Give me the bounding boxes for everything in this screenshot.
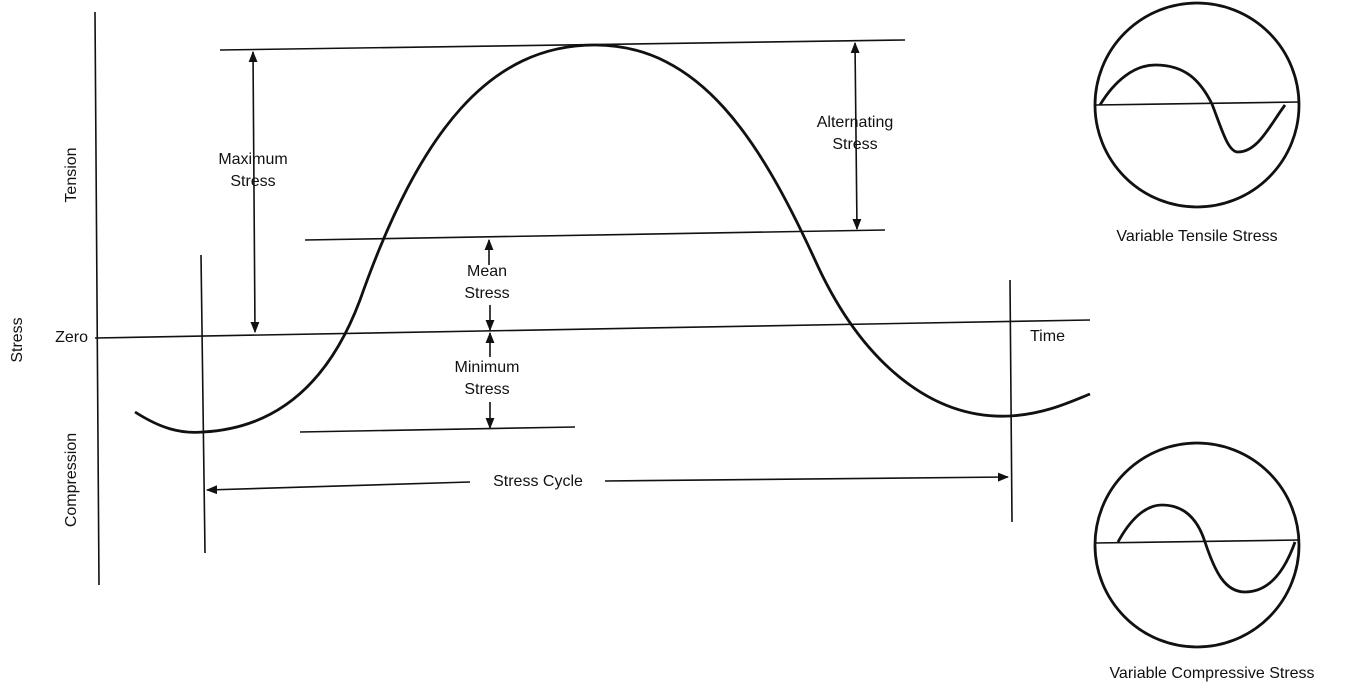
mean-label: Stress [464, 285, 509, 302]
cycle-arrow-left [205, 481, 471, 495]
compressive-axis [1094, 539, 1300, 544]
alternating-label: Stress [832, 136, 877, 153]
zero-label: Zero [55, 329, 88, 346]
maximum-arrow [248, 50, 260, 334]
stress-curve [134, 43, 1091, 434]
minimum-label: Minimum [455, 359, 520, 376]
cycle-end-line [1009, 279, 1013, 523]
minimum-line [299, 426, 576, 433]
cycle-start-line [200, 254, 206, 554]
maximum-label: Maximum [218, 151, 287, 168]
tensile-wave [1098, 63, 1287, 154]
compressive-wave [1116, 503, 1297, 594]
time-label: Time [1030, 328, 1065, 345]
stress-label: Stress [9, 317, 26, 362]
alternating-label: Alternating [817, 114, 894, 131]
stress-axis [94, 11, 100, 586]
compression-label: Compression [63, 433, 80, 527]
cycle-arrow-right [604, 472, 1010, 482]
zero-line [94, 319, 1091, 339]
alternating-arrow [850, 41, 862, 231]
compressive-inset [1093, 441, 1301, 649]
minimum-label: Stress [464, 381, 509, 398]
maximum-line [219, 39, 906, 51]
tensile-caption: Variable Tensile Stress [1116, 228, 1277, 245]
tensile-axis [1094, 101, 1300, 106]
compressive-caption: Variable Compressive Stress [1109, 665, 1314, 682]
tension-label: Tension [63, 147, 80, 202]
mean-label: Mean [467, 263, 507, 280]
maximum-label: Stress [230, 173, 275, 190]
stress-cycle-label: Stress Cycle [493, 473, 583, 490]
mean-line [304, 229, 886, 241]
